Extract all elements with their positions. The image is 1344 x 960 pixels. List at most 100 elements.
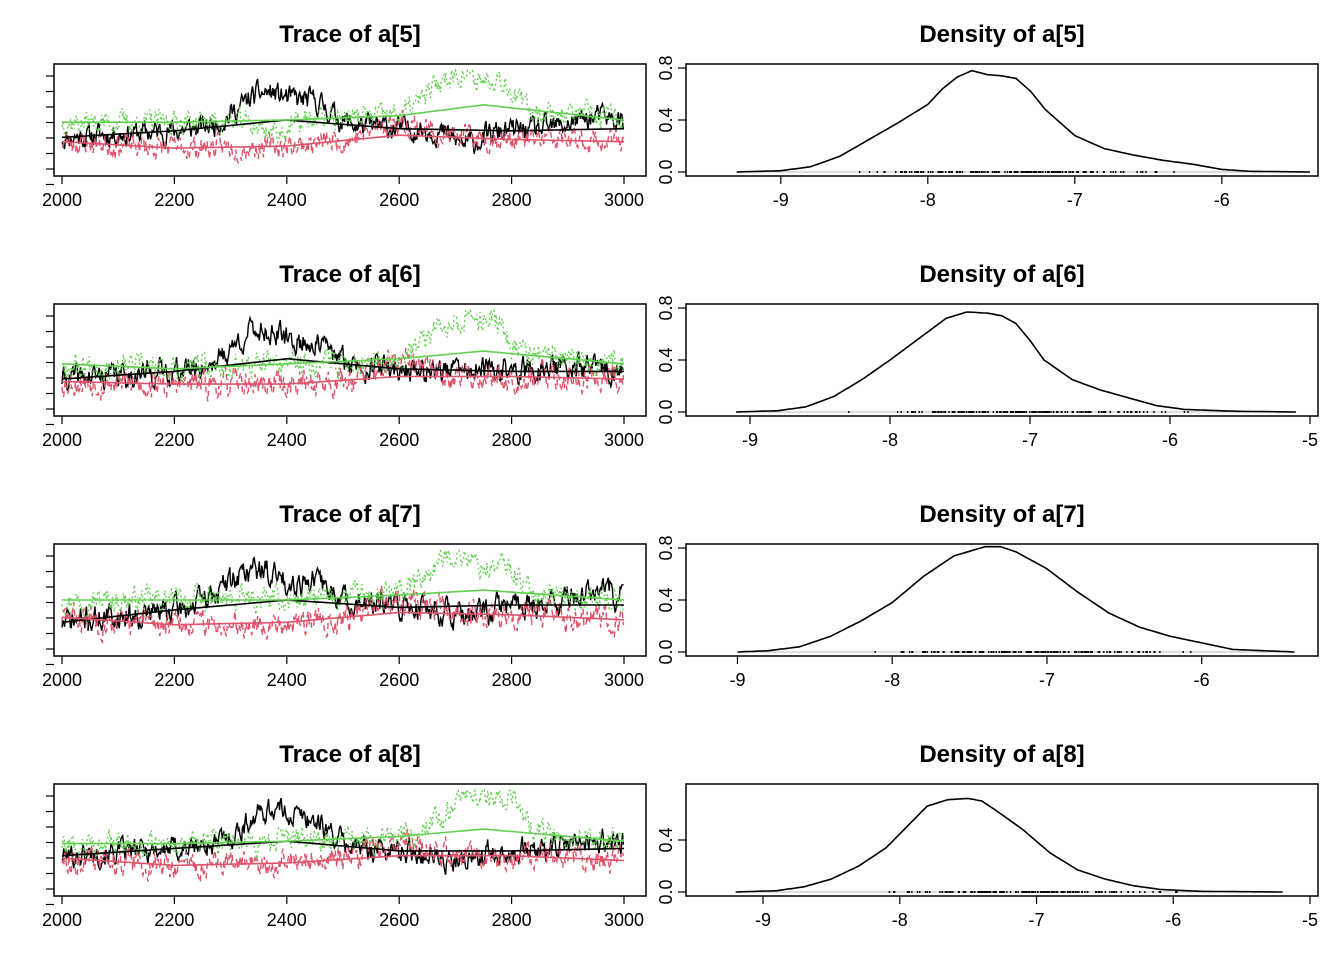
x-tick-label: 2800 <box>492 430 532 450</box>
x-tick-label: 2200 <box>154 190 194 210</box>
trace-smooth-line-3 <box>62 828 625 845</box>
rug <box>888 891 1178 893</box>
x-tick-label: 2600 <box>379 430 419 450</box>
plot-frame <box>53 303 647 417</box>
x-tick-label: 3000 <box>604 190 644 210</box>
trace-series-3 <box>61 68 625 144</box>
rug <box>848 411 1189 413</box>
x-tick-label: -8 <box>920 190 936 210</box>
x-tick-label: 2000 <box>42 430 82 450</box>
x-tick-label: 2400 <box>267 190 307 210</box>
panel-title: Density of a[8] <box>919 741 1084 768</box>
plot-frame <box>53 63 647 177</box>
y-tick-label: 0.8 <box>656 535 676 560</box>
y-tick-label: 0.0 <box>656 879 676 904</box>
trace-smooth-line-2 <box>61 134 625 150</box>
panel-title: Density of a[5] <box>919 21 1084 48</box>
x-tick-label: 2600 <box>379 910 419 930</box>
y-tick-label: 0.0 <box>656 639 676 664</box>
trace-smooth-line-2 <box>61 611 625 626</box>
panel-title: Trace of a[8] <box>279 741 420 768</box>
x-tick-label: -6 <box>1165 910 1181 930</box>
trace-smooth-line-1 <box>61 599 624 624</box>
x-tick-label: 2200 <box>154 670 194 690</box>
y-tick-label: 0.0 <box>656 399 676 424</box>
x-tick-label: -6 <box>1194 670 1210 690</box>
y-tick-label: 0.8 <box>656 295 676 320</box>
trace-series-3 <box>61 308 625 383</box>
plot-frame <box>53 783 647 897</box>
trace-smooth-line-1 <box>61 840 625 857</box>
x-tick-label: -6 <box>1162 430 1178 450</box>
x-tick-label: -9 <box>742 430 758 450</box>
y-tick-label: 0.0 <box>656 159 676 184</box>
y-tick-label: 0.4 <box>656 347 676 372</box>
trace-panel-5: Trace of a[5] 2000 2200 2400 2600 2800 3000 <box>42 21 647 210</box>
panel-title: Trace of a[7] <box>279 501 420 528</box>
y-tick-label: 0.4 <box>656 827 676 852</box>
panel-title: Trace of a[5] <box>279 21 420 48</box>
trace-series-1 <box>61 78 625 154</box>
density-panel-7: Density of a[7] -9 -8 -7 -6 0.0 0.4 0.8 <box>656 501 1319 690</box>
x-tick-label: 2800 <box>492 910 532 930</box>
x-tick-label: 2000 <box>42 190 82 210</box>
x-tick-label: 3000 <box>604 910 644 930</box>
trace-series-1 <box>61 315 625 393</box>
trace-smooth-line-3 <box>62 103 625 123</box>
y-tick-label: 0.8 <box>656 55 676 80</box>
y-tick-label: 0.4 <box>656 107 676 132</box>
x-tick-label: -9 <box>773 190 789 210</box>
x-tick-label: 2400 <box>267 910 307 930</box>
x-tick-label: -9 <box>755 910 771 930</box>
trace-smooth-line-1 <box>61 357 624 380</box>
x-tick-label: 2600 <box>379 670 419 690</box>
trace-panel-6: Trace of a[6] 2000 2200 2400 2600 2800 3000 <box>42 261 647 450</box>
x-tick-label: -8 <box>892 910 908 930</box>
trace-series-2 <box>61 110 625 164</box>
density-curve <box>737 545 1295 653</box>
x-tick-label: 2800 <box>492 670 532 690</box>
x-tick-label: 2800 <box>492 190 532 210</box>
x-tick-label: 3000 <box>604 430 644 450</box>
trace-smooth-line-2 <box>61 375 625 385</box>
x-tick-label: -8 <box>884 670 900 690</box>
x-tick-label: 2400 <box>267 430 307 450</box>
density-curve <box>735 311 1296 413</box>
x-tick-label: -8 <box>882 430 898 450</box>
x-tick-label: -7 <box>1039 670 1055 690</box>
x-tick-label: 2400 <box>267 670 307 690</box>
density-curve <box>736 69 1310 173</box>
density-panel-6: Density of a[6] -9 -8 -7 -6 -5 0.0 0.4 0.8 <box>656 261 1319 450</box>
x-tick-label: 2200 <box>154 430 194 450</box>
panel-title: Trace of a[6] <box>279 261 420 288</box>
density-panel-8: Density of a[8] -9 -8 -7 -6 -5 0.0 0.4 <box>656 741 1319 930</box>
trace-smooth-line-3 <box>62 589 625 601</box>
trace-series-2 <box>61 347 625 402</box>
panel-title: Density of a[7] <box>919 501 1084 528</box>
x-tick-label: 2000 <box>42 670 82 690</box>
x-tick-label: -5 <box>1302 910 1318 930</box>
x-tick-label: -7 <box>1029 910 1045 930</box>
x-tick-label: 2000 <box>42 910 82 930</box>
x-tick-label: 2600 <box>379 190 419 210</box>
rug <box>858 171 1175 173</box>
x-tick-label: -7 <box>1022 430 1038 450</box>
x-tick-label: -7 <box>1067 190 1083 210</box>
trace-series-2 <box>61 828 625 884</box>
panel-title: Density of a[6] <box>919 261 1084 288</box>
x-tick-label: 3000 <box>604 670 644 690</box>
y-tick-label: 0.4 <box>656 587 676 612</box>
x-tick-label: -6 <box>1214 190 1230 210</box>
trace-smooth-line-3 <box>61 350 625 370</box>
plot-frame <box>53 543 647 657</box>
density-curve <box>735 797 1283 893</box>
density-panel-5: Density of a[5] -9 -8 -7 -6 0.0 0.4 0.8 <box>656 21 1319 210</box>
x-tick-label: 2200 <box>154 910 194 930</box>
rug <box>874 651 1192 653</box>
trace-panel-8: Trace of a[8] 2000 2200 2400 2600 2800 3000 <box>42 741 647 930</box>
x-tick-label: -5 <box>1302 430 1318 450</box>
trace-smooth-line-2 <box>61 854 625 867</box>
x-tick-label: -9 <box>729 670 745 690</box>
